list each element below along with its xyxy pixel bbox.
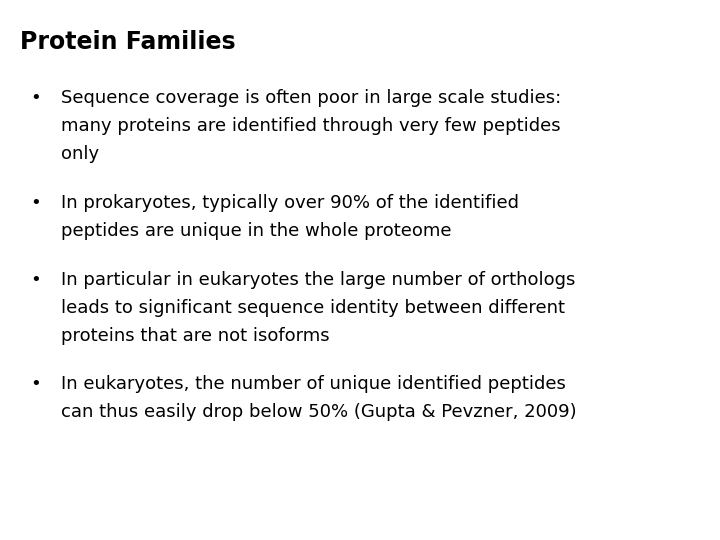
Text: •: • (30, 89, 41, 107)
Text: In eukaryotes, the number of unique identified peptides: In eukaryotes, the number of unique iden… (61, 375, 566, 393)
Text: proteins that are not isoforms: proteins that are not isoforms (61, 327, 330, 345)
Text: Sequence coverage is often poor in large scale studies:: Sequence coverage is often poor in large… (61, 89, 562, 107)
Text: •: • (30, 271, 41, 288)
Text: In prokaryotes, typically over 90% of the identified: In prokaryotes, typically over 90% of th… (61, 194, 519, 212)
Text: In particular in eukaryotes the large number of orthologs: In particular in eukaryotes the large nu… (61, 271, 575, 288)
Text: many proteins are identified through very few peptides: many proteins are identified through ver… (61, 117, 561, 135)
Text: Protein Families: Protein Families (20, 30, 235, 53)
Text: peptides are unique in the whole proteome: peptides are unique in the whole proteom… (61, 222, 451, 240)
Text: leads to significant sequence identity between different: leads to significant sequence identity b… (61, 299, 565, 316)
Text: only: only (61, 145, 99, 163)
Text: can thus easily drop below 50% (Gupta & Pevzner, 2009): can thus easily drop below 50% (Gupta & … (61, 403, 577, 421)
Text: •: • (30, 194, 41, 212)
Text: •: • (30, 375, 41, 393)
